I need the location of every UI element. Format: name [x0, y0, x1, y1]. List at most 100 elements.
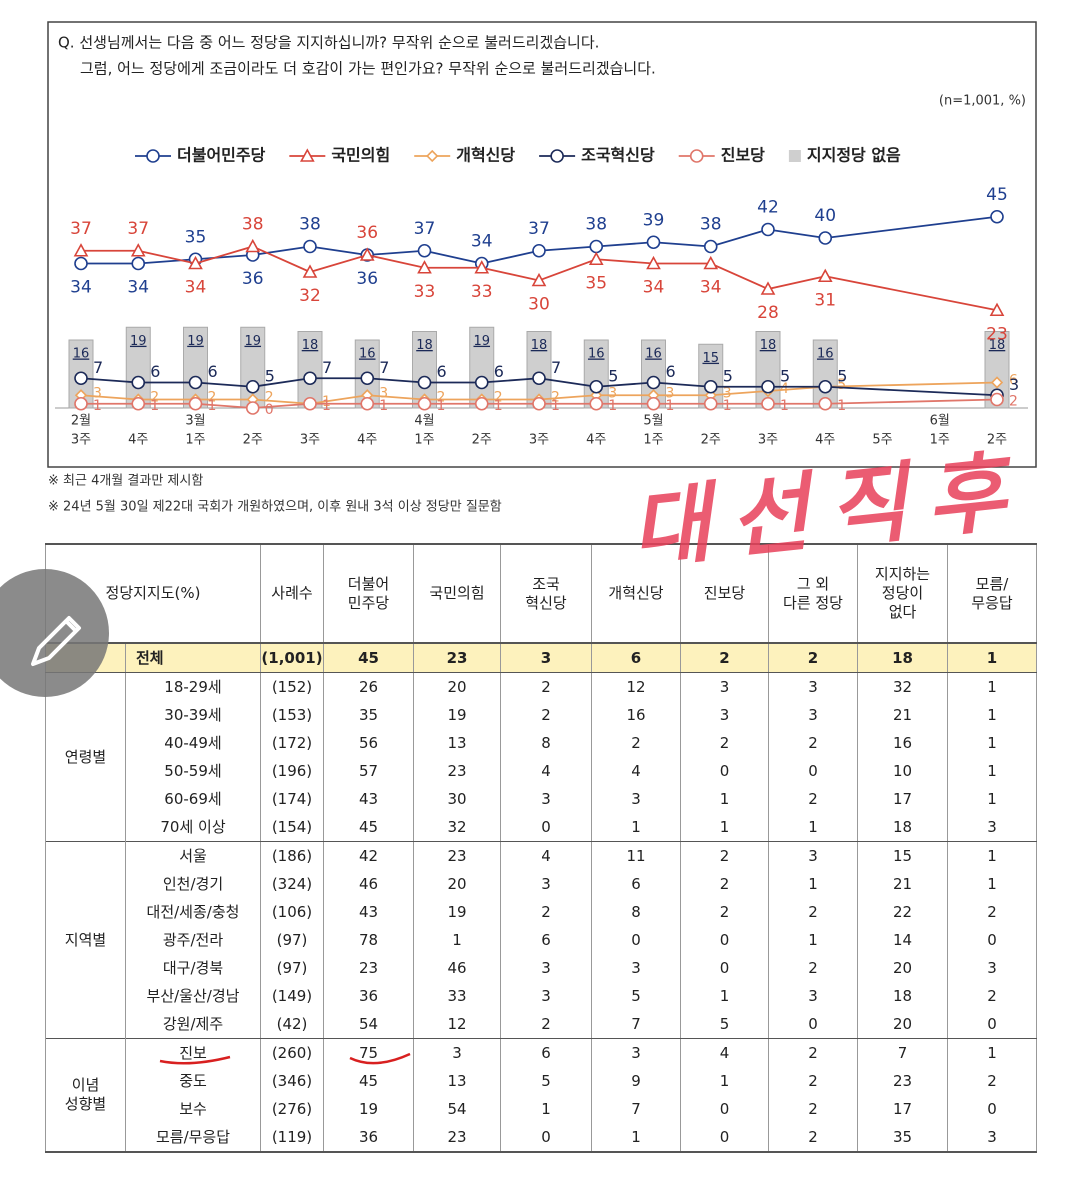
table-cell: 6: [500, 926, 592, 954]
table-cell: 3: [680, 701, 769, 729]
point: [532, 371, 546, 386]
table-cell: 18-29세: [125, 672, 261, 701]
table-row: 전체 (1,001) 45 23 3 6 2 2 18 1: [45, 643, 1037, 673]
legend-marker: [299, 148, 315, 162]
table-cell: 0: [680, 926, 769, 954]
table-header: 조국 혁신당: [500, 543, 592, 644]
point: [818, 379, 833, 394]
table-cell: (174): [260, 785, 324, 813]
table-cell: (346): [260, 1067, 324, 1095]
table-cell: [45, 643, 126, 673]
point: [646, 396, 661, 411]
note: ※ 최근 4개월 결과만 제시함: [48, 474, 203, 489]
table-cell: (97): [260, 954, 324, 982]
data-label: 37: [528, 219, 550, 239]
data-label: 7: [93, 358, 103, 377]
data-label: 6: [666, 362, 676, 381]
table-row: 광주/전라 (97) 78 1 6 0 0 1 14 0: [46, 926, 1037, 954]
data-label: 38: [299, 215, 321, 235]
table-cell: 7: [857, 1038, 948, 1067]
table-header: 사례수: [260, 543, 324, 644]
table-row: 부산/울산/경남 (149) 36 33 3 5 1 3 18 2: [46, 982, 1037, 1010]
point: [74, 396, 88, 411]
table-row: 보수 (276) 19 54 1 7 0 2 17 0: [46, 1095, 1037, 1123]
table-row: 인천/경기 (324) 46 20 3 6 2 1 21 1: [46, 870, 1037, 898]
table-cell: 8: [500, 729, 592, 757]
table-cell: 2: [768, 729, 858, 757]
table-row: 연령별 18-29세 (152) 26 20 2 12 3 3 32 1: [45, 672, 1037, 842]
data-label: 1: [837, 398, 846, 414]
point: [589, 239, 604, 254]
table-cell: 0: [947, 926, 1037, 954]
legend-label: 조국혁신당: [581, 146, 655, 165]
data-label: 1: [608, 398, 617, 414]
table-cell: 54: [323, 1010, 414, 1039]
table-cell: 35: [323, 701, 414, 729]
data-label: 1: [437, 398, 446, 414]
table-cell: 2: [500, 672, 592, 701]
table-row: 대전/세종/충청 (106) 43 19 2 8 2 2 22 2: [46, 898, 1037, 926]
table-cell: 3: [500, 785, 592, 813]
point: [761, 396, 775, 411]
table-cell: 2: [680, 729, 769, 757]
series-line: [81, 402, 826, 409]
data-label: 37: [414, 219, 436, 239]
data-label: 34: [700, 278, 722, 298]
chart: Q. 선생님께서는 다음 중 어느 정당을 지지하십니까? 무작위 순으로 불러…: [47, 21, 1037, 515]
point: [588, 251, 604, 266]
data-label: 0: [265, 402, 274, 418]
table-cell: 2: [768, 643, 858, 673]
table-cell: 40-49세: [125, 729, 261, 757]
table-cell: 3: [947, 954, 1037, 982]
legend-label: 지지정당 없음: [807, 146, 901, 165]
data-label: 39: [643, 210, 665, 230]
table-row: 50-59세 (196) 57 23 4 4 0 0 10 1: [46, 757, 1037, 785]
gap-connector: [825, 398, 998, 405]
table-cell: 7: [591, 1095, 681, 1123]
data-label: 34: [185, 278, 207, 298]
legend-marker: [426, 149, 439, 163]
data-label: 38: [585, 215, 607, 235]
data-label: 34: [127, 278, 149, 298]
question-line: Q. 선생님께서는 다음 중 어느 정당을 지지하십니까? 무작위 순으로 불러…: [58, 34, 599, 52]
point: [532, 396, 546, 411]
table-cell: 0: [500, 1123, 592, 1153]
point: [417, 375, 432, 390]
table-cell: 2: [768, 1095, 858, 1123]
table-header: 모름/ 무응답: [947, 543, 1037, 644]
gap-connector: [825, 215, 998, 239]
x-tick-label: 2주: [987, 433, 1007, 448]
data-label: 3: [1009, 375, 1019, 394]
x-tick-label: 2주: [243, 433, 263, 448]
point: [303, 396, 317, 411]
data-label: 38: [242, 215, 264, 235]
data-label: 34: [643, 278, 665, 298]
point: [130, 243, 146, 257]
table-cell: 20: [857, 954, 948, 982]
x-tick-label: 3주: [758, 433, 778, 448]
x-tick-label: 4주: [357, 433, 377, 448]
bar-label: 16: [73, 347, 90, 362]
table-cell: 강원/제주: [125, 1010, 261, 1039]
table-row: 70세 이상 (154) 45 32 0 1 1 1 18 3: [46, 813, 1037, 842]
table-cell: 78: [323, 926, 414, 954]
data-label: 7: [551, 358, 561, 377]
data-label: 3: [666, 385, 675, 401]
table-row: 60-69세 (174) 43 30 3 3 1 2 17 1: [46, 785, 1037, 813]
data-label: 38: [700, 215, 722, 235]
table-cell: 36: [323, 982, 414, 1010]
point: [73, 243, 89, 257]
table-cell: (172): [260, 729, 324, 757]
x-tick-label: 1주: [643, 433, 663, 448]
legend-label: 개혁신당: [456, 146, 515, 165]
table-cell: 36: [323, 1123, 414, 1153]
table-cell: 23: [413, 841, 501, 870]
table-cell: 3: [500, 954, 592, 982]
table-cell: 5: [500, 1067, 592, 1095]
table-cell: 2: [768, 954, 858, 982]
table-cell: 18: [857, 813, 948, 842]
x-tick-label: 3월: [185, 414, 205, 429]
point: [589, 379, 604, 394]
point: [360, 396, 375, 411]
